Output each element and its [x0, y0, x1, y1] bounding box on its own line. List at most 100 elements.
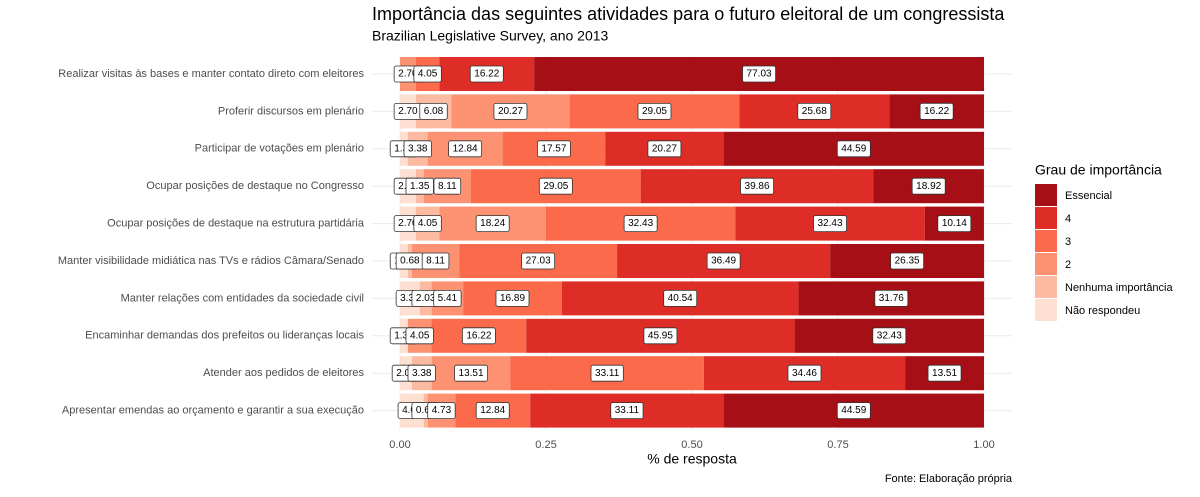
data-label-text: 25.68 [802, 106, 827, 117]
data-label-box [493, 103, 528, 120]
data-label-box [610, 402, 644, 420]
data-label: 17.57 [536, 140, 571, 158]
data-label-box [405, 327, 434, 345]
data-label: 2.70 [393, 103, 423, 120]
x-tick-label: 0.75 [827, 439, 848, 451]
legend-key [1035, 184, 1057, 206]
data-label: 5.41 [433, 289, 462, 307]
legend-label: Nenhuma importância [1065, 282, 1173, 294]
data-label-text: 29.05 [543, 181, 568, 192]
data-label: 32.43 [623, 215, 658, 233]
data-label: 39.86 [740, 177, 774, 195]
data-label-text: 77.03 [747, 69, 772, 80]
data-label: 12.84 [448, 140, 483, 158]
data-label-box [740, 177, 774, 195]
data-label: 40.54 [663, 289, 698, 307]
data-label-text: 2.70 [398, 106, 418, 117]
data-label: 16.22 [461, 327, 496, 345]
data-label-text: 3.38 [400, 293, 420, 304]
data-label: 33.11 [590, 364, 624, 382]
data-label-text: 13.51 [932, 368, 957, 379]
data-label-box [590, 364, 624, 382]
data-label: 29.05 [538, 177, 573, 195]
data-label-box [742, 65, 776, 83]
legend-key [1035, 230, 1057, 252]
data-label-text: 20.27 [652, 143, 677, 154]
data-label: 27.03 [521, 252, 556, 270]
data-label-text: 12.84 [453, 143, 478, 154]
data-label: 10.14 [937, 215, 972, 233]
y-tick-label: Ocupar posições de destaque na estrutura… [107, 218, 365, 230]
data-label-text: 2.03 [416, 293, 436, 304]
data-label-box [421, 252, 450, 270]
y-tick-label: Realizar visitas às bases e manter conta… [58, 68, 364, 80]
x-tick-label: 1.00 [973, 439, 994, 451]
data-label-box [813, 215, 847, 233]
data-label-text: 4.05 [418, 69, 438, 80]
data-label-text: 2.03 [396, 368, 416, 379]
data-label-text: 3.38 [408, 143, 428, 154]
data-label-text: 8.11 [426, 256, 445, 267]
x-axis-label: % de resposta [647, 451, 737, 467]
data-label-text: 33.11 [595, 368, 620, 379]
data-label: 6.08 [419, 103, 448, 120]
data-label-text: 40.54 [668, 293, 693, 304]
data-label-box [911, 177, 946, 195]
data-label: 32.43 [872, 327, 907, 345]
data-label: 3.38 [403, 140, 432, 158]
y-tick-label: Manter relações com entidades da socieda… [121, 292, 364, 304]
data-label: 8.11 [433, 177, 462, 195]
legend-label: 3 [1065, 236, 1071, 248]
data-label-box [475, 402, 510, 420]
data-label-text: 16.22 [474, 69, 499, 80]
y-tick-label: Atender aos pedidos de eleitores [203, 367, 364, 379]
data-label: 29.05 [637, 103, 672, 120]
data-label-box [475, 215, 510, 233]
x-tick-label: 0.50 [681, 439, 702, 451]
legend-label: 4 [1065, 213, 1071, 225]
data-label-box [663, 289, 698, 307]
data-label-text: 2.70 [398, 69, 418, 80]
data-label-box [448, 140, 483, 158]
data-label-text: 18.92 [916, 181, 941, 192]
data-label-box [647, 140, 682, 158]
data-label: 33.11 [610, 402, 644, 420]
data-label-text: 27.03 [526, 256, 551, 267]
data-label: 34.46 [787, 364, 822, 382]
data-label: 12.84 [475, 402, 510, 420]
data-label-text: 45.95 [648, 330, 673, 341]
data-label-box [495, 289, 530, 307]
legend-label: Não respondeu [1065, 305, 1140, 317]
legend-key [1035, 207, 1057, 229]
data-label-text: 4.73 [432, 405, 452, 416]
y-tick-label: Proferir discursos em plenário [218, 105, 364, 117]
data-label-box [521, 252, 556, 270]
data-label-text: 3.38 [412, 368, 432, 379]
data-label-box [706, 252, 741, 270]
data-label-text: 13.51 [459, 368, 484, 379]
data-label-text: 32.43 [877, 330, 902, 341]
data-label-box [427, 402, 456, 420]
data-label-box [919, 103, 954, 120]
data-label: 16.22 [469, 65, 504, 83]
data-label-text: 6.08 [424, 106, 444, 117]
data-label-box [461, 327, 496, 345]
data-label-box [836, 140, 871, 158]
y-tick-label: Participar de votações em plenário [195, 143, 364, 155]
y-tick-label: Apresentar emendas ao orçamento e garant… [62, 405, 364, 417]
data-label-text: 36.49 [711, 256, 736, 267]
data-label: 16.89 [495, 289, 530, 307]
data-label-text: 26.35 [895, 256, 920, 267]
data-label: 26.35 [890, 252, 925, 270]
data-label-text: 33.11 [615, 405, 640, 416]
data-label-box [454, 364, 488, 382]
data-label: 1.35 [405, 177, 434, 195]
data-label: 45.95 [643, 327, 678, 345]
data-label: 20.27 [493, 103, 528, 120]
data-label-text: 8.11 [438, 181, 457, 192]
data-label-box [433, 289, 462, 307]
data-label-box [836, 402, 871, 420]
data-label-text: 39.86 [745, 181, 770, 192]
data-label: 16.22 [919, 103, 954, 120]
data-label: 3.38 [407, 364, 436, 382]
